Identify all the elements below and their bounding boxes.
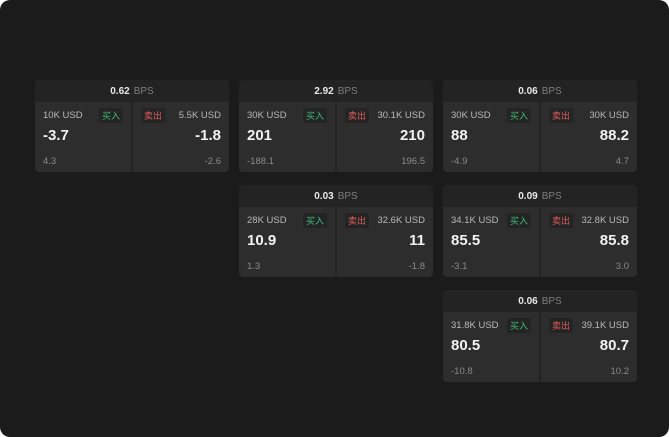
sell-delta: -1.8 — [408, 261, 425, 272]
sell-size: 5.5K USD — [178, 110, 221, 121]
buy-size: 30K USD — [451, 110, 491, 121]
bps-unit: BPS — [337, 190, 358, 202]
sell-size: 32.8K USD — [581, 215, 629, 226]
bps-unit: BPS — [541, 190, 562, 202]
buy-price: 88 — [451, 127, 468, 144]
sell-delta: 4.7 — [615, 156, 629, 167]
sell-price: 11 — [409, 232, 425, 249]
bps-unit: BPS — [541, 295, 562, 307]
buy-price: 85.5 — [451, 232, 481, 249]
sell-tag: 卖出 — [345, 108, 370, 123]
sell-price: 88.2 — [599, 127, 629, 144]
buy-price: 201 — [247, 127, 273, 144]
buy-quote-button[interactable]: 28K USD 买入 10.9 1.3 — [239, 207, 335, 277]
sell-price: 210 — [399, 127, 425, 144]
bps-value: 0.09 — [518, 190, 538, 202]
sell-tag: 卖出 — [549, 318, 574, 333]
buy-size: 30K USD — [247, 110, 287, 121]
bps-value: 0.62 — [110, 85, 130, 97]
sell-delta: 10.2 — [610, 366, 630, 377]
bps-value: 0.06 — [518, 85, 538, 97]
buy-delta: -188.1 — [247, 156, 274, 167]
sell-quote-button[interactable]: 卖出 30K USD 88.2 4.7 — [541, 102, 637, 172]
bps-unit: BPS — [337, 85, 358, 97]
quote-card: 2.92 BPS 30K USD 买入 201 -188.1 卖出 30.1K … — [239, 80, 433, 172]
sell-size: 30.1K USD — [377, 110, 425, 121]
bps-header: 2.92 BPS — [239, 80, 433, 102]
sell-price: 85.8 — [599, 232, 629, 249]
sell-tag: 卖出 — [549, 213, 574, 228]
buy-delta: -4.9 — [451, 156, 468, 167]
buy-quote-button[interactable]: 30K USD 买入 201 -188.1 — [239, 102, 335, 172]
sell-size: 39.1K USD — [581, 320, 629, 331]
bps-header: 0.09 BPS — [443, 185, 637, 207]
buy-tag: 买入 — [302, 213, 327, 228]
buy-tag: 买入 — [302, 108, 327, 123]
sell-quote-button[interactable]: 卖出 32.6K USD 11 -1.8 — [337, 207, 433, 277]
buy-delta: -3.1 — [451, 261, 468, 272]
quote-card: 0.06 BPS 30K USD 买入 88 -4.9 卖出 30K USD 8… — [443, 80, 637, 172]
bps-value: 0.06 — [518, 295, 538, 307]
sell-quote-button[interactable]: 卖出 32.8K USD 85.8 3.0 — [541, 207, 637, 277]
buy-quote-button[interactable]: 10K USD 买入 -3.7 4.3 — [35, 102, 131, 172]
bps-header: 0.06 BPS — [443, 80, 637, 102]
bps-unit: BPS — [133, 85, 154, 97]
sell-quote-button[interactable]: 卖出 39.1K USD 80.7 10.2 — [541, 312, 637, 382]
sell-delta: 3.0 — [615, 261, 629, 272]
sell-price: -1.8 — [195, 127, 221, 144]
buy-size: 28K USD — [247, 215, 287, 226]
buy-size: 10K USD — [43, 110, 83, 121]
sell-delta: 196.5 — [401, 156, 425, 167]
sell-size: 30K USD — [589, 110, 629, 121]
quote-card: 0.62 BPS 10K USD 买入 -3.7 4.3 卖出 5.5K USD… — [35, 80, 229, 172]
buy-tag: 买入 — [506, 108, 531, 123]
sell-quote-button[interactable]: 卖出 5.5K USD -1.8 -2.6 — [133, 102, 229, 172]
quote-card: 0.09 BPS 34.1K USD 买入 85.5 -3.1 卖出 32.8K… — [443, 185, 637, 277]
bps-unit: BPS — [541, 85, 562, 97]
buy-price: -3.7 — [43, 127, 69, 144]
bps-value: 0.03 — [314, 190, 334, 202]
quote-card: 0.03 BPS 28K USD 买入 10.9 1.3 卖出 32.6K US… — [239, 185, 433, 277]
buy-quote-button[interactable]: 34.1K USD 买入 85.5 -3.1 — [443, 207, 539, 277]
bps-header: 0.03 BPS — [239, 185, 433, 207]
buy-price: 10.9 — [247, 232, 277, 249]
sell-tag: 卖出 — [345, 213, 370, 228]
buy-tag: 买入 — [506, 213, 531, 228]
sell-tag: 卖出 — [141, 108, 166, 123]
buy-tag: 买入 — [98, 108, 123, 123]
buy-delta: 4.3 — [43, 156, 57, 167]
buy-quote-button[interactable]: 31.8K USD 买入 80.5 -10.8 — [443, 312, 539, 382]
buy-size: 31.8K USD — [451, 320, 499, 331]
bps-header: 0.62 BPS — [35, 80, 229, 102]
buy-price: 80.5 — [451, 337, 481, 354]
sell-delta: -2.6 — [204, 156, 221, 167]
buy-delta: -10.8 — [451, 366, 473, 377]
quote-card: 0.06 BPS 31.8K USD 买入 80.5 -10.8 卖出 39.1… — [443, 290, 637, 382]
sell-price: 80.7 — [599, 337, 629, 354]
buy-delta: 1.3 — [247, 261, 261, 272]
bps-header: 0.06 BPS — [443, 290, 637, 312]
sell-size: 32.6K USD — [377, 215, 425, 226]
buy-size: 34.1K USD — [451, 215, 499, 226]
sell-tag: 卖出 — [549, 108, 574, 123]
bps-value: 2.92 — [314, 85, 334, 97]
sell-quote-button[interactable]: 卖出 30.1K USD 210 196.5 — [337, 102, 433, 172]
buy-quote-button[interactable]: 30K USD 买入 88 -4.9 — [443, 102, 539, 172]
buy-tag: 买入 — [506, 318, 531, 333]
